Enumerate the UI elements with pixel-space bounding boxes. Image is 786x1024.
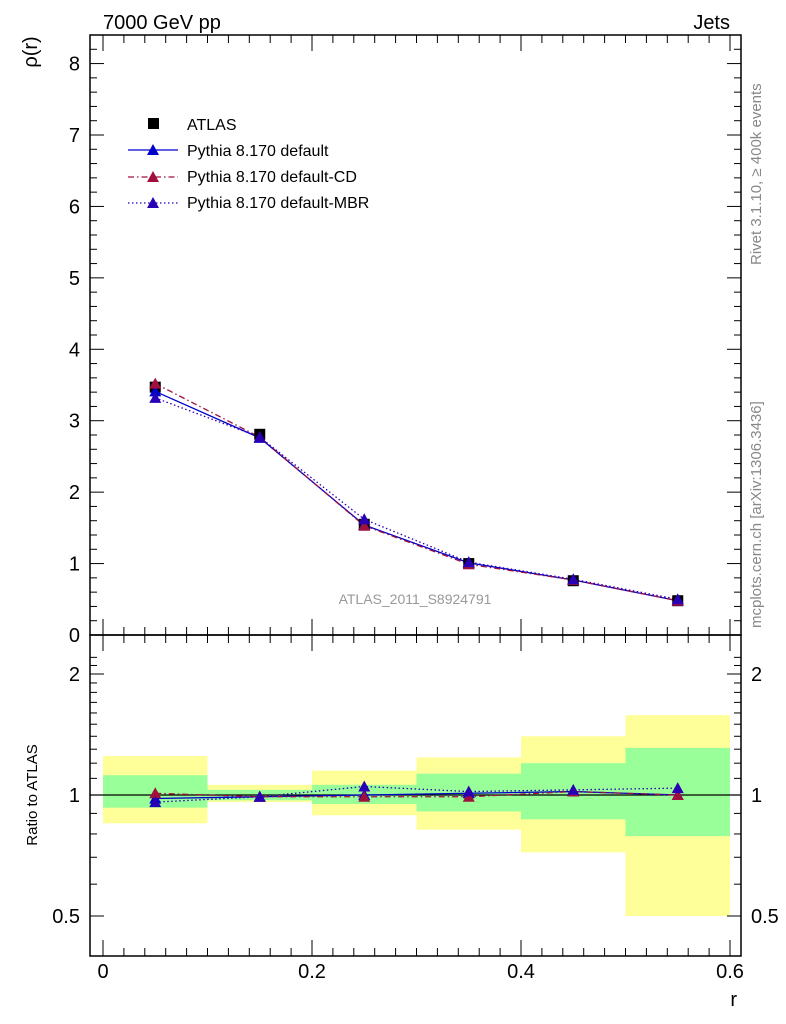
main-y-tick-label: 1 <box>69 554 80 576</box>
legend-item-mbr: Pythia 8.170 default-MBR <box>128 195 369 212</box>
legend-triangle-marker <box>147 171 159 182</box>
main-series-line <box>155 397 678 600</box>
ratio-series-line <box>155 790 678 798</box>
ratio-y-axis-label: Ratio to ATLAS <box>24 744 41 845</box>
main-y-tick-label: 8 <box>69 54 80 76</box>
x-tick-label: 0.4 <box>507 961 535 983</box>
ratio-y-tick-label-right: 2 <box>751 664 762 686</box>
legend-square-marker <box>148 118 159 129</box>
main-plot-panel: 0 1 2 3 4 5 6 7 8 ρ(r) ATLAS_2011_S8924791 ATLAS… <box>20 34 742 647</box>
main-y-tick-label: 6 <box>69 196 80 218</box>
ratio-data-point <box>149 796 162 808</box>
legend-item-cd: Pythia 8.170 default-CD <box>128 169 357 186</box>
x-axis-label: r <box>730 989 737 1011</box>
mcplots-label: mcplots.cern.ch [arXiv:1306.3436] <box>748 401 765 628</box>
main-y-tick-label: 5 <box>69 268 80 290</box>
ratio-data-point <box>149 787 162 799</box>
mc-data-point <box>567 573 580 585</box>
main-y-tick-label: 7 <box>69 125 80 147</box>
header-energy-label: 7000 GeV pp <box>103 12 221 34</box>
header-jets-label: Jets <box>693 12 730 34</box>
legend-label-cd: Pythia 8.170 default-CD <box>187 169 357 186</box>
ratio-data-point <box>358 790 371 802</box>
ratio-plot-frame <box>89 634 742 957</box>
legend-item-atlas: ATLAS <box>148 117 237 134</box>
legend-triangle-marker <box>147 197 159 208</box>
legend: ATLAS Pythia 8.170 default Pythia 8.170 … <box>128 117 369 212</box>
ratio-data-point <box>567 783 580 795</box>
mc-data-point <box>149 391 162 403</box>
ratio-data-point <box>671 789 684 800</box>
ratio-y-tick-label-right: 1 <box>751 785 762 807</box>
main-series-line <box>154 390 678 602</box>
rivet-version-label: Rivet 3.1.10, ≥ 400k events <box>748 83 765 265</box>
mc-data-point <box>149 385 162 397</box>
ratio-data-point <box>358 780 371 792</box>
legend-label-mbr: Pythia 8.170 default-MBR <box>187 195 369 212</box>
main-y-axis-label: ρ(r) <box>20 36 42 67</box>
mc-data-point <box>253 431 266 443</box>
ratio-data-point <box>462 785 475 797</box>
x-tick-label: 0.2 <box>298 961 326 983</box>
legend-item-default: Pythia 8.170 default <box>128 143 329 160</box>
analysis-watermark: ATLAS_2011_S8924791 <box>339 591 492 607</box>
legend-label-atlas: ATLAS <box>187 117 237 134</box>
mc-data-point <box>358 513 371 525</box>
legend-triangle-marker <box>147 144 159 155</box>
ratio-plot-panel: 0.5 1 2 0.5 1 2 0 0.2 0.4 0.6 Ratio to ATLAS r <box>24 634 779 1011</box>
ratio-y-tick-label: 2 <box>69 664 80 686</box>
mc-data-point <box>358 519 371 531</box>
ratio-data-point <box>253 790 266 802</box>
main-y-tick-label: 4 <box>69 339 80 361</box>
main-y-tick-label: 3 <box>69 411 80 433</box>
x-tick-label: 0.6 <box>716 961 744 983</box>
ratio-y-tick-label: 0.5 <box>52 906 80 928</box>
mc-data-point <box>149 377 162 389</box>
main-series-line <box>154 382 678 602</box>
mc-data-point <box>462 556 475 568</box>
ratio-y-tick-label: 1 <box>69 785 80 807</box>
ratio-data-point <box>671 782 684 794</box>
ratio-series-line <box>155 785 678 803</box>
x-tick-label: 0 <box>97 961 108 983</box>
main-y-tick-label: 0 <box>69 625 80 647</box>
ratio-y-tick-label-right: 0.5 <box>751 906 779 928</box>
main-y-tick-label: 2 <box>69 482 80 504</box>
mc-data-point <box>671 593 684 605</box>
legend-label-default: Pythia 8.170 default <box>187 143 329 160</box>
